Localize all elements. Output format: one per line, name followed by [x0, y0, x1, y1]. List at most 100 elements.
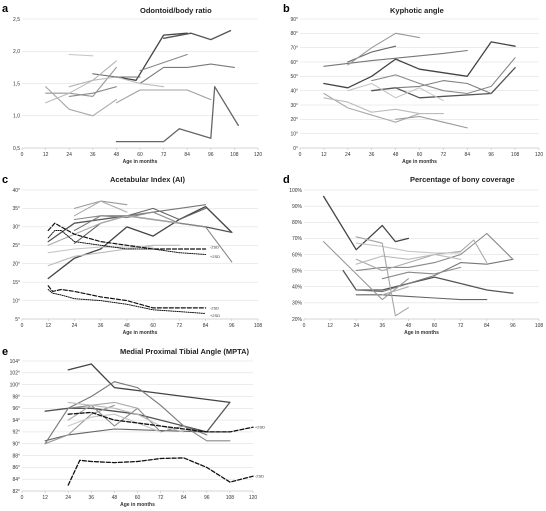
y-tick-label: 104° — [10, 359, 20, 365]
y-tick-label: 102° — [10, 371, 20, 377]
x-tick-label: 0 — [299, 152, 302, 158]
series-line — [355, 294, 488, 301]
x-tick-label: 24 — [66, 152, 72, 158]
reference-label: +2SD — [255, 425, 265, 430]
series-line — [347, 32, 421, 66]
y-tick-label: 20° — [12, 262, 20, 268]
series-line — [323, 241, 409, 301]
series-line — [67, 413, 162, 433]
x-tick-label: 96 — [204, 495, 210, 501]
x-tick-label: 48 — [406, 323, 412, 329]
series-line — [139, 63, 235, 85]
series-line — [68, 53, 94, 57]
x-tick-label: 72 — [158, 495, 164, 501]
y-tick-label: 40° — [290, 88, 298, 94]
y-tick-label: 80% — [292, 220, 303, 226]
y-tick-label: 50% — [292, 268, 303, 274]
series-line — [45, 86, 117, 117]
y-tick-label: 1,0 — [13, 114, 20, 120]
panel-e: e Medial Proximal Tibial Angle (MPTA) 82° 8… — [2, 346, 265, 508]
y-tick-label: 90% — [292, 204, 303, 210]
x-tick-label: 60 — [137, 152, 143, 158]
x-tick-label: 108 — [511, 152, 520, 158]
y-tick-label: 100° — [10, 382, 20, 388]
y-tick-label: 2,0 — [13, 49, 20, 55]
panel-letter: e — [2, 346, 8, 358]
series-line — [381, 266, 462, 280]
series-line — [115, 86, 239, 143]
series-line — [47, 215, 180, 246]
series-line — [162, 29, 232, 41]
y-tick-label: 2,5 — [13, 17, 20, 23]
x-tick-label: 72 — [161, 152, 167, 158]
series-line — [47, 246, 154, 254]
series-line — [45, 66, 117, 97]
reference-label: -2SD — [210, 305, 219, 310]
x-tick-label: 120 — [535, 152, 544, 158]
y-tick-label: 70° — [290, 45, 298, 51]
x-tick-label: 60 — [417, 152, 423, 158]
x-tick-label: 0 — [21, 495, 24, 501]
y-tick-label: 1,5 — [13, 81, 20, 87]
x-tick-label: 12 — [45, 323, 51, 329]
x-tick-label: 48 — [393, 152, 399, 158]
series-line — [67, 411, 254, 433]
x-tick-label: 12 — [321, 152, 327, 158]
y-tick-label: 88° — [12, 453, 20, 459]
x-tick-label: 0 — [21, 152, 24, 158]
y-tick-label: 5° — [15, 317, 20, 323]
reference-label: +2SD — [210, 254, 220, 259]
chart-title: Kyphotic angle — [390, 6, 444, 15]
series-line — [355, 258, 514, 293]
x-tick-label: 108 — [535, 323, 544, 329]
x-axis-label: Age in months — [404, 330, 439, 336]
x-tick-label: 72 — [177, 323, 183, 329]
x-tick-label: 24 — [72, 323, 78, 329]
series-line — [355, 242, 462, 254]
x-tick-label: 48 — [112, 495, 118, 501]
series-line — [323, 97, 444, 115]
panel-c: c Acetabular Index (AI) 5° 10° 15° 20° 25° 30° 3… — [2, 174, 262, 336]
x-tick-label: 36 — [369, 152, 375, 158]
series-line — [355, 239, 488, 272]
chart-title: Medial Proximal Tibial Angle (MPTA) — [120, 347, 250, 356]
x-tick-label: 60 — [432, 323, 438, 329]
y-tick-label: 0,5 — [13, 146, 20, 152]
x-tick-label: 84 — [181, 495, 187, 501]
y-tick-label: 80° — [290, 31, 298, 37]
chart-title: Odontoid/body ratio — [140, 6, 212, 15]
y-tick-label: 84° — [12, 477, 20, 483]
series-line — [67, 404, 231, 442]
x-tick-label: 24 — [353, 323, 359, 329]
panel-letter: b — [283, 3, 290, 15]
series-line — [44, 381, 208, 445]
reference-label: -2SD — [255, 474, 264, 479]
series-line — [68, 60, 117, 88]
series-line — [67, 401, 139, 421]
series-line — [47, 205, 233, 280]
series-line — [395, 80, 492, 95]
series-line — [347, 82, 444, 102]
series-line — [323, 49, 468, 67]
y-tick-label: 60% — [292, 252, 303, 258]
y-tick-label: 70% — [292, 236, 303, 242]
series-line — [47, 244, 180, 267]
y-tick-label: 10° — [12, 298, 20, 304]
x-tick-label: 84 — [203, 323, 209, 329]
chart-title: Percentage of bony coverage — [410, 175, 515, 184]
series-line — [47, 289, 207, 314]
y-tick-label: 90° — [12, 442, 20, 448]
y-tick-label: 30° — [290, 103, 298, 109]
x-tick-label: 96 — [208, 152, 214, 158]
x-tick-label: 0 — [303, 323, 306, 329]
series-line — [68, 86, 117, 97]
x-tick-label: 72 — [441, 152, 447, 158]
x-axis-label: Age in months — [402, 159, 437, 165]
y-tick-label: 86° — [12, 465, 20, 471]
y-tick-label: 15° — [12, 280, 20, 286]
x-tick-label: 36 — [98, 323, 104, 329]
x-tick-label: 12 — [327, 323, 333, 329]
y-tick-label: 90° — [290, 17, 298, 23]
y-tick-label: 40% — [292, 285, 303, 291]
